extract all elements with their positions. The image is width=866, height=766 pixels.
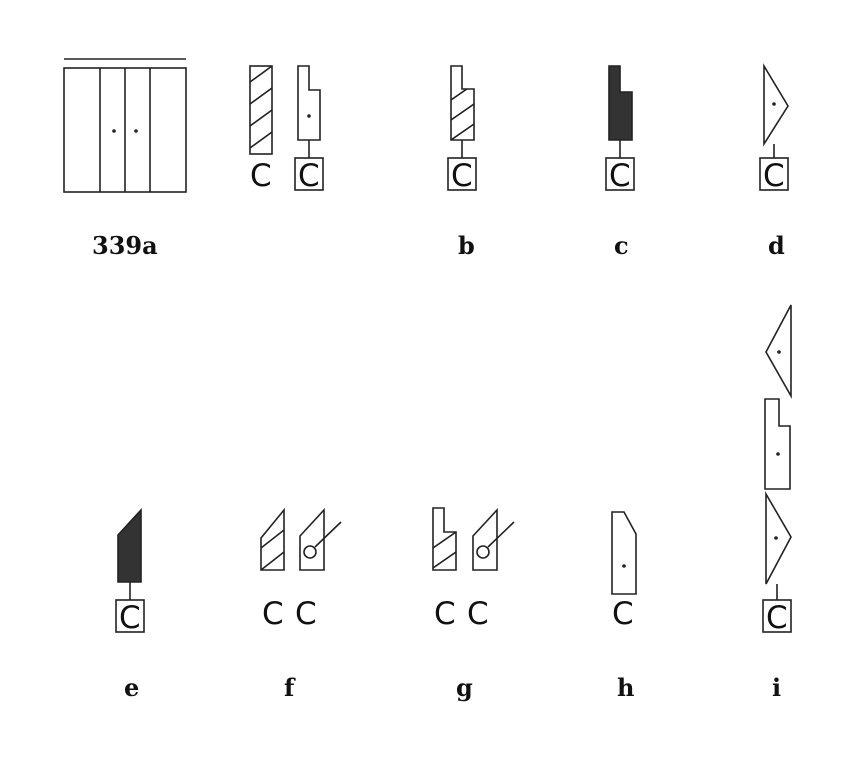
fig-g-pivot-profile [472, 507, 515, 571]
label-i: i [772, 673, 782, 702]
c-letter-339a-left: C [250, 158, 272, 194]
label-339a: 339a [92, 231, 158, 260]
label-h: h [617, 673, 635, 702]
c-letter-f-left: C [262, 596, 284, 632]
c-letter-f-right: C [295, 596, 317, 632]
fig-e-solid-bevel-profile [115, 507, 145, 633]
label-c: c [614, 231, 629, 260]
label-d: d [768, 231, 785, 260]
c-letter-d-boxed: C [763, 158, 785, 194]
c-letter-g-left: C [434, 596, 456, 632]
fig-g-hatched-stepped-profile [432, 507, 457, 571]
label-f: f [284, 673, 295, 702]
fig-d-triangle-profile [759, 63, 789, 191]
c-letter-339a-boxed: C [298, 158, 320, 194]
label-b: b [458, 231, 475, 260]
fig-i-stacked-assembly [762, 304, 792, 633]
fig-f-hatched-bevel-profile [260, 507, 285, 571]
fig-c-solid-profile [605, 65, 635, 191]
c-letter-b-boxed: C [451, 158, 473, 194]
c-letter-h: C [612, 596, 634, 632]
fig-f-pivot-profile [299, 507, 342, 571]
label-g: g [456, 673, 473, 702]
fig-h-bevel-profile [611, 511, 637, 595]
c-letter-e-boxed: C [119, 600, 141, 636]
label-e: e [124, 673, 140, 702]
fig-339a-door-front [63, 58, 187, 193]
fig-339a-hatched-section [249, 65, 273, 155]
c-letter-c-boxed: C [609, 158, 631, 194]
c-letter-i-boxed: C [766, 600, 788, 636]
c-letter-g-right: C [467, 596, 489, 632]
fig-339a-stepped-profile [294, 65, 324, 191]
